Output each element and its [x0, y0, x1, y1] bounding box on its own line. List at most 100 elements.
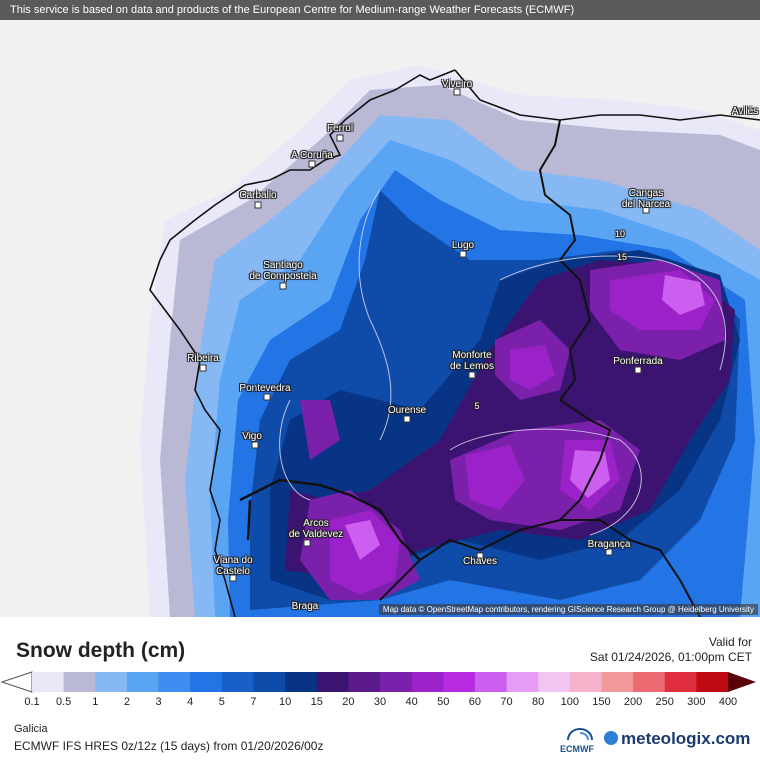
colorbar-swatch [126, 672, 160, 692]
city-label-ponferrada[interactable]: Ponferrada [613, 356, 663, 367]
colorbar-swatch [601, 672, 634, 692]
city-label-ribeira[interactable]: Ribeira [187, 353, 219, 364]
coastline [149, 69, 760, 617]
colorbar-tick-label: 0.5 [55, 696, 72, 708]
city-label-arcos-de-valdevez[interactable]: Arcos de Valdevez [288, 518, 344, 540]
colorbar-swatch [443, 672, 476, 692]
valid-label: Valid for [708, 635, 752, 649]
city-dot [263, 393, 271, 401]
colorbar-swatch [569, 672, 602, 692]
ecmwf-logo-icon[interactable] [560, 725, 600, 755]
colorbar-tick-label: 20 [342, 696, 355, 708]
map-canvas [0, 20, 760, 617]
legend-panel: Snow depth (cm) Valid for Sat 01/24/2026… [0, 617, 760, 760]
snow-layer-20cm [300, 260, 725, 600]
contour-lines [279, 189, 726, 536]
ecmwf-logo-text[interactable]: ECMWF [560, 744, 594, 754]
city-label-chaves[interactable]: Chaves [463, 556, 497, 567]
snow-depth-map[interactable]: Viveiro Avilés Ferrol A Coruña Carballo … [0, 20, 760, 617]
colorbar-tick-label: 0.1 [24, 696, 40, 708]
contour-label: 10 [614, 229, 626, 239]
city-label-vigo[interactable]: Vigo [242, 431, 262, 442]
city-dot [254, 201, 262, 209]
colorbar-tick-label: 200 [623, 696, 643, 708]
colorbar-tick-label: 15 [310, 696, 323, 708]
city-label-pontevedra[interactable]: Pontevedra [239, 383, 291, 394]
colorbar-tick-label: 100 [560, 696, 579, 708]
city-dot [634, 366, 642, 374]
city-dot [642, 206, 650, 214]
country-border [239, 478, 421, 561]
city-dot [303, 539, 311, 547]
city-label-a-coruna[interactable]: A Coruña [291, 150, 333, 161]
contour-label: 5 [474, 401, 480, 411]
colorbar-tick-label: 3 [155, 696, 162, 708]
city-label-santiago-de-compostela[interactable]: Santiago de Compostela [249, 260, 317, 282]
region-border [379, 119, 701, 617]
model-info: ECMWF IFS HRES 0z/12z (15 days) from 01/… [14, 739, 324, 753]
colorbar-tick-label: 80 [532, 696, 545, 708]
colorbar-swatch [474, 672, 508, 692]
colorbar-tick-label: 250 [655, 696, 674, 708]
colorbar-swatch [411, 672, 444, 692]
colorbar-tick-label: 7 [250, 696, 257, 708]
city-label-viveiro[interactable]: Viveiro [441, 79, 473, 90]
city-dot [308, 160, 316, 168]
contour-label: 15 [616, 252, 628, 262]
city-label-braga[interactable]: Braga [291, 601, 319, 612]
city-dot [468, 371, 476, 379]
valid-time: Sat 01/24/2026, 01:00pm CET [589, 650, 752, 664]
colorbar-tick-label: 5 [218, 696, 225, 708]
meteologix-logo-text: meteologix.com [621, 729, 751, 748]
colorbar [0, 671, 756, 693]
meteologix-logo[interactable]: meteologix.com [604, 729, 750, 749]
city-label-carballo[interactable]: Carballo [239, 190, 277, 201]
colorbar-swatch [158, 672, 191, 692]
colorbar-tick-label: 50 [437, 696, 450, 708]
colorbar-high-arrow [728, 672, 756, 692]
colorbar-swatch [316, 672, 349, 692]
city-dot [336, 134, 344, 142]
city-dot [459, 250, 467, 258]
meteologix-globe-icon [604, 731, 618, 745]
colorbar-swatch [348, 672, 381, 692]
city-dot [199, 364, 207, 372]
colorbar-swatch [190, 672, 223, 692]
colorbar-swatch [664, 672, 697, 692]
colorbar-swatch [633, 672, 666, 692]
city-dot [605, 548, 613, 556]
city-label-monforte-de-lemos[interactable]: Monforte de Lemos [450, 350, 494, 372]
colorbar-swatch [221, 672, 254, 692]
city-dot [476, 552, 484, 560]
colorbar-tick-label: 400 [718, 696, 738, 708]
colorbar-tick-label: 30 [373, 696, 387, 708]
colorbar-tick-label: 2 [123, 696, 130, 708]
city-dot [251, 441, 259, 449]
colorbar-swatch [253, 672, 286, 692]
city-label-cangas-del-narcea[interactable]: Cangas del Narcea [621, 188, 671, 210]
colorbar-tick-label: 40 [405, 696, 418, 708]
map-attribution[interactable]: Map data © OpenStreetMap contributors, r… [378, 604, 758, 615]
city-label-lugo[interactable]: Lugo [451, 240, 475, 251]
city-label-aviles[interactable]: Avilés [731, 106, 759, 117]
city-dot [403, 415, 411, 423]
city-dot [229, 574, 237, 582]
service-banner: This service is based on data and produc… [0, 0, 760, 20]
colorbar-swatch [63, 672, 96, 692]
colorbar-tick-label: 10 [278, 696, 292, 708]
city-label-ferrol[interactable]: Ferrol [326, 123, 354, 134]
colorbar-swatch [32, 672, 65, 692]
colorbar-tick-label: 70 [500, 696, 513, 708]
colorbar-swatch [506, 672, 539, 692]
city-label-viana-do-castelo[interactable]: Viana do Castelo [213, 555, 253, 577]
colorbar-tick-label: 4 [187, 696, 194, 708]
colorbar-tick-label: 60 [468, 696, 482, 708]
city-label-ourense[interactable]: Ourense [387, 405, 427, 416]
colorbar-swatch [285, 672, 318, 692]
colorbar-swatch [95, 672, 128, 692]
colorbar-swatch [696, 672, 729, 692]
city-label-braganca[interactable]: Bragança [587, 539, 631, 550]
snow-layer-40cm [345, 275, 705, 560]
colorbar-swatch [538, 672, 571, 692]
city-dot [279, 282, 287, 290]
